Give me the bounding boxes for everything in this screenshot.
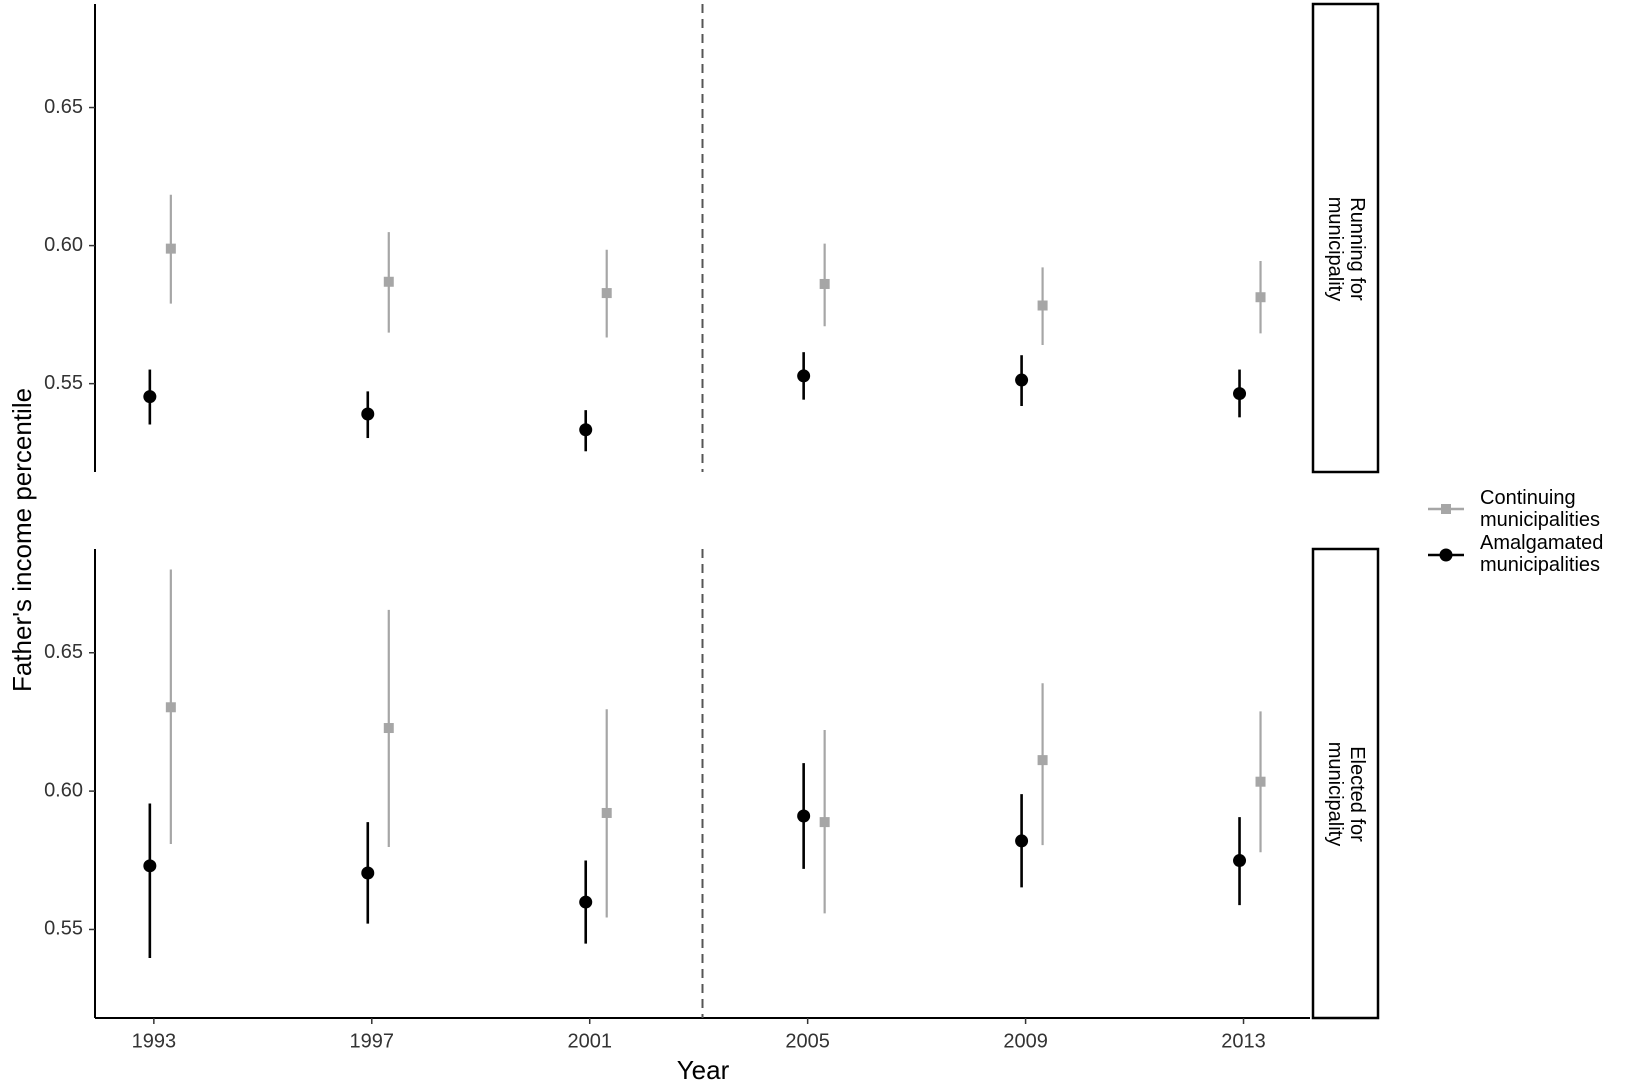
y-tick-label: 0.55 xyxy=(44,918,83,940)
point xyxy=(143,859,157,873)
legend-label: Amalgamated municipalities xyxy=(1480,532,1604,576)
x-tick-label: 2005 xyxy=(785,1030,830,1052)
point xyxy=(1015,373,1029,387)
point xyxy=(1255,776,1266,787)
point xyxy=(819,278,830,289)
legend-key xyxy=(1439,548,1453,562)
point xyxy=(165,702,176,713)
point xyxy=(383,723,394,734)
legend-key xyxy=(1441,504,1451,514)
point xyxy=(165,243,176,254)
point xyxy=(143,390,157,404)
point xyxy=(361,407,375,421)
legend-label: Continuing municipalities xyxy=(1480,487,1601,531)
point xyxy=(1233,387,1247,401)
y-tick-label: 0.65 xyxy=(44,641,83,663)
point xyxy=(361,866,375,880)
facet-strip xyxy=(1311,2,1380,474)
point xyxy=(819,817,830,828)
point xyxy=(1037,755,1048,766)
point xyxy=(797,369,811,383)
point xyxy=(601,807,612,818)
point xyxy=(601,288,612,299)
facet-strip xyxy=(1311,547,1380,1020)
point xyxy=(1037,300,1048,311)
y-tick-label: 0.60 xyxy=(44,779,83,801)
point xyxy=(1015,834,1029,848)
point xyxy=(797,809,811,823)
y-axis-title: Father's income percentile xyxy=(7,388,37,692)
point xyxy=(579,895,593,909)
x-tick-label: 1997 xyxy=(350,1030,395,1052)
point xyxy=(383,276,394,287)
y-tick-label: 0.60 xyxy=(44,234,83,256)
x-tick-label: 1993 xyxy=(132,1030,177,1052)
x-axis-title: Year xyxy=(677,1055,730,1085)
facet-label: Running for municipality xyxy=(1324,196,1368,302)
y-tick-label: 0.55 xyxy=(44,372,83,394)
x-tick-label: 2009 xyxy=(1003,1030,1048,1052)
point xyxy=(1255,292,1266,303)
x-tick-label: 2001 xyxy=(567,1030,612,1052)
point xyxy=(1233,854,1247,868)
x-tick-label: 2013 xyxy=(1221,1030,1266,1052)
point xyxy=(579,423,593,437)
facet-label: Elected for municipality xyxy=(1324,741,1368,847)
y-tick-label: 0.65 xyxy=(44,96,83,118)
